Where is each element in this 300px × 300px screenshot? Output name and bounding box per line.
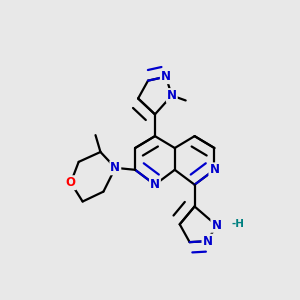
Text: N: N <box>110 161 120 174</box>
Text: N: N <box>202 235 212 248</box>
Text: -H: -H <box>231 219 244 229</box>
Text: N: N <box>150 178 160 191</box>
Text: O: O <box>66 176 76 189</box>
Text: N: N <box>212 219 221 232</box>
Text: N: N <box>161 70 171 83</box>
Text: N: N <box>167 89 177 102</box>
Text: N: N <box>209 163 219 176</box>
